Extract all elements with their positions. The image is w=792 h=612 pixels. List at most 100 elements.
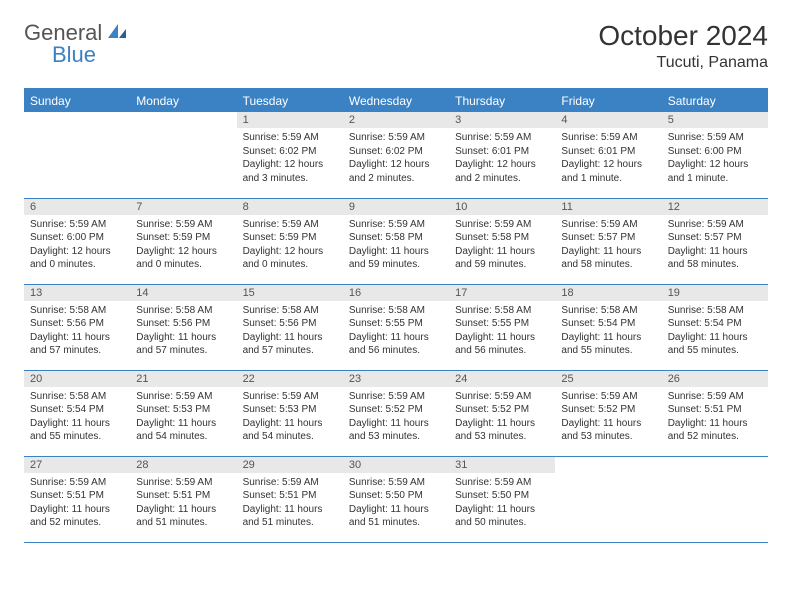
calendar-day-cell: 7Sunrise: 5:59 AMSunset: 5:59 PMDaylight… <box>130 198 236 284</box>
calendar-week-row: 6Sunrise: 5:59 AMSunset: 6:00 PMDaylight… <box>24 198 768 284</box>
day-number: 24 <box>449 371 555 387</box>
day-content: Sunrise: 5:59 AMSunset: 6:00 PMDaylight:… <box>24 215 130 276</box>
calendar-day-cell: 2Sunrise: 5:59 AMSunset: 6:02 PMDaylight… <box>343 112 449 198</box>
day-content: Sunrise: 5:59 AMSunset: 6:00 PMDaylight:… <box>662 128 768 189</box>
day-content: Sunrise: 5:59 AMSunset: 5:53 PMDaylight:… <box>130 387 236 448</box>
calendar-day-cell: 22Sunrise: 5:59 AMSunset: 5:53 PMDayligh… <box>237 370 343 456</box>
day-number: 30 <box>343 457 449 473</box>
day-number: 23 <box>343 371 449 387</box>
calendar-day-cell <box>662 456 768 542</box>
calendar-day-cell: 31Sunrise: 5:59 AMSunset: 5:50 PMDayligh… <box>449 456 555 542</box>
title-block: October 2024 Tucuti, Panama <box>598 20 768 72</box>
logo-text-blue: Blue <box>52 42 96 67</box>
weekday-header: Thursday <box>449 89 555 112</box>
day-content: Sunrise: 5:59 AMSunset: 5:59 PMDaylight:… <box>237 215 343 276</box>
calendar-day-cell: 24Sunrise: 5:59 AMSunset: 5:52 PMDayligh… <box>449 370 555 456</box>
weekday-header: Saturday <box>662 89 768 112</box>
day-number: 10 <box>449 199 555 215</box>
calendar-day-cell: 14Sunrise: 5:58 AMSunset: 5:56 PMDayligh… <box>130 284 236 370</box>
calendar-day-cell: 12Sunrise: 5:59 AMSunset: 5:57 PMDayligh… <box>662 198 768 284</box>
calendar-day-cell: 16Sunrise: 5:58 AMSunset: 5:55 PMDayligh… <box>343 284 449 370</box>
calendar-day-cell: 18Sunrise: 5:58 AMSunset: 5:54 PMDayligh… <box>555 284 661 370</box>
day-content: Sunrise: 5:58 AMSunset: 5:54 PMDaylight:… <box>555 301 661 362</box>
calendar-day-cell: 1Sunrise: 5:59 AMSunset: 6:02 PMDaylight… <box>237 112 343 198</box>
calendar-day-cell: 9Sunrise: 5:59 AMSunset: 5:58 PMDaylight… <box>343 198 449 284</box>
weekday-header: Tuesday <box>237 89 343 112</box>
calendar-day-cell: 30Sunrise: 5:59 AMSunset: 5:50 PMDayligh… <box>343 456 449 542</box>
day-number: 29 <box>237 457 343 473</box>
day-content: Sunrise: 5:59 AMSunset: 5:58 PMDaylight:… <box>449 215 555 276</box>
day-number: 6 <box>24 199 130 215</box>
day-number: 13 <box>24 285 130 301</box>
day-number: 28 <box>130 457 236 473</box>
calendar-day-cell: 3Sunrise: 5:59 AMSunset: 6:01 PMDaylight… <box>449 112 555 198</box>
day-number: 8 <box>237 199 343 215</box>
day-number: 14 <box>130 285 236 301</box>
day-number: 5 <box>662 112 768 128</box>
calendar-week-row: 20Sunrise: 5:58 AMSunset: 5:54 PMDayligh… <box>24 370 768 456</box>
day-number: 20 <box>24 371 130 387</box>
day-number: 26 <box>662 371 768 387</box>
day-number: 15 <box>237 285 343 301</box>
day-content: Sunrise: 5:58 AMSunset: 5:56 PMDaylight:… <box>24 301 130 362</box>
logo-sail-icon <box>106 22 128 45</box>
calendar-day-cell: 19Sunrise: 5:58 AMSunset: 5:54 PMDayligh… <box>662 284 768 370</box>
calendar-body: 1Sunrise: 5:59 AMSunset: 6:02 PMDaylight… <box>24 112 768 542</box>
calendar-day-cell: 5Sunrise: 5:59 AMSunset: 6:00 PMDaylight… <box>662 112 768 198</box>
weekday-header: Monday <box>130 89 236 112</box>
day-number: 3 <box>449 112 555 128</box>
day-number: 16 <box>343 285 449 301</box>
day-number: 1 <box>237 112 343 128</box>
day-number: 11 <box>555 199 661 215</box>
weekday-header: Sunday <box>24 89 130 112</box>
calendar-day-cell: 21Sunrise: 5:59 AMSunset: 5:53 PMDayligh… <box>130 370 236 456</box>
day-content: Sunrise: 5:59 AMSunset: 6:02 PMDaylight:… <box>237 128 343 189</box>
day-content: Sunrise: 5:59 AMSunset: 5:51 PMDaylight:… <box>24 473 130 534</box>
calendar-day-cell: 27Sunrise: 5:59 AMSunset: 5:51 PMDayligh… <box>24 456 130 542</box>
day-content: Sunrise: 5:59 AMSunset: 6:01 PMDaylight:… <box>555 128 661 189</box>
day-number: 31 <box>449 457 555 473</box>
day-number: 2 <box>343 112 449 128</box>
day-content: Sunrise: 5:59 AMSunset: 5:50 PMDaylight:… <box>343 473 449 534</box>
calendar-day-cell <box>130 112 236 198</box>
calendar-day-cell: 25Sunrise: 5:59 AMSunset: 5:52 PMDayligh… <box>555 370 661 456</box>
day-content: Sunrise: 5:59 AMSunset: 5:50 PMDaylight:… <box>449 473 555 534</box>
day-number: 25 <box>555 371 661 387</box>
calendar-table: SundayMondayTuesdayWednesdayThursdayFrid… <box>24 88 768 543</box>
day-content: Sunrise: 5:58 AMSunset: 5:54 PMDaylight:… <box>24 387 130 448</box>
day-number: 18 <box>555 285 661 301</box>
day-content: Sunrise: 5:59 AMSunset: 5:57 PMDaylight:… <box>662 215 768 276</box>
calendar-day-cell: 13Sunrise: 5:58 AMSunset: 5:56 PMDayligh… <box>24 284 130 370</box>
day-number: 22 <box>237 371 343 387</box>
calendar-day-cell: 28Sunrise: 5:59 AMSunset: 5:51 PMDayligh… <box>130 456 236 542</box>
day-content: Sunrise: 5:58 AMSunset: 5:55 PMDaylight:… <box>449 301 555 362</box>
logo-line2: Blue <box>24 42 96 68</box>
day-content: Sunrise: 5:59 AMSunset: 5:58 PMDaylight:… <box>343 215 449 276</box>
day-number: 7 <box>130 199 236 215</box>
day-number: 17 <box>449 285 555 301</box>
day-content: Sunrise: 5:59 AMSunset: 6:01 PMDaylight:… <box>449 128 555 189</box>
month-title: October 2024 <box>598 20 768 52</box>
weekday-header-row: SundayMondayTuesdayWednesdayThursdayFrid… <box>24 89 768 112</box>
day-content: Sunrise: 5:58 AMSunset: 5:56 PMDaylight:… <box>130 301 236 362</box>
day-content: Sunrise: 5:58 AMSunset: 5:56 PMDaylight:… <box>237 301 343 362</box>
calendar-day-cell: 8Sunrise: 5:59 AMSunset: 5:59 PMDaylight… <box>237 198 343 284</box>
calendar-week-row: 27Sunrise: 5:59 AMSunset: 5:51 PMDayligh… <box>24 456 768 542</box>
calendar-day-cell: 17Sunrise: 5:58 AMSunset: 5:55 PMDayligh… <box>449 284 555 370</box>
day-content: Sunrise: 5:59 AMSunset: 6:02 PMDaylight:… <box>343 128 449 189</box>
calendar-day-cell <box>555 456 661 542</box>
header: General October 2024 Tucuti, Panama <box>24 20 768 72</box>
day-content: Sunrise: 5:59 AMSunset: 5:51 PMDaylight:… <box>130 473 236 534</box>
weekday-header: Friday <box>555 89 661 112</box>
day-content: Sunrise: 5:59 AMSunset: 5:57 PMDaylight:… <box>555 215 661 276</box>
day-content: Sunrise: 5:59 AMSunset: 5:59 PMDaylight:… <box>130 215 236 276</box>
calendar-day-cell: 11Sunrise: 5:59 AMSunset: 5:57 PMDayligh… <box>555 198 661 284</box>
day-number: 19 <box>662 285 768 301</box>
calendar-day-cell: 23Sunrise: 5:59 AMSunset: 5:52 PMDayligh… <box>343 370 449 456</box>
calendar-day-cell: 4Sunrise: 5:59 AMSunset: 6:01 PMDaylight… <box>555 112 661 198</box>
calendar-day-cell: 10Sunrise: 5:59 AMSunset: 5:58 PMDayligh… <box>449 198 555 284</box>
day-number: 21 <box>130 371 236 387</box>
weekday-header: Wednesday <box>343 89 449 112</box>
location: Tucuti, Panama <box>598 54 768 72</box>
day-content: Sunrise: 5:59 AMSunset: 5:51 PMDaylight:… <box>662 387 768 448</box>
